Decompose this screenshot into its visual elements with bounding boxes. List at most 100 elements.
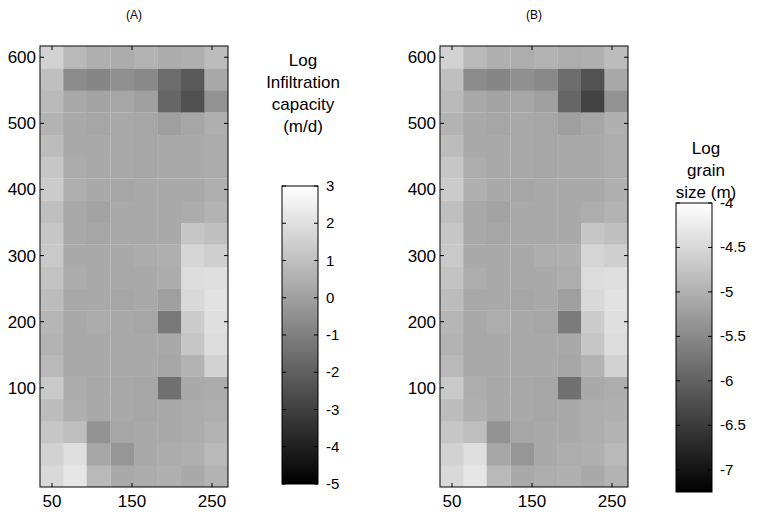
panel: (B)50150250100200300400500600Loggrainsiz… — [408, 8, 746, 511]
colorbar-tick — [708, 469, 712, 470]
cell — [604, 333, 628, 356]
cell — [604, 420, 628, 443]
cell — [440, 245, 464, 268]
cell — [511, 222, 535, 245]
cell — [558, 354, 582, 377]
colorbar-tick — [708, 336, 712, 337]
cell — [158, 465, 182, 487]
colorbar-tick — [282, 260, 286, 261]
cell — [204, 266, 228, 289]
cell — [87, 420, 111, 443]
cell — [581, 46, 605, 69]
cell — [204, 377, 228, 400]
cell — [558, 465, 582, 487]
colorbar-tick — [314, 409, 318, 410]
cell — [487, 112, 511, 135]
cell — [463, 178, 487, 201]
cell — [604, 399, 628, 422]
cell — [87, 222, 111, 245]
cell — [440, 134, 464, 157]
cell — [440, 399, 464, 422]
cell — [511, 46, 535, 69]
cell — [463, 200, 487, 223]
cell — [111, 245, 135, 268]
cell — [463, 112, 487, 135]
cell — [204, 465, 228, 487]
cell — [558, 311, 582, 334]
cell — [134, 46, 158, 69]
cell — [63, 46, 87, 69]
cell — [558, 399, 582, 422]
cell — [463, 222, 487, 245]
cell — [40, 333, 64, 356]
cell — [534, 377, 558, 400]
cell — [558, 68, 582, 91]
cell — [604, 311, 628, 334]
panel-title: (A) — [126, 8, 142, 22]
cell — [463, 288, 487, 311]
cell — [604, 245, 628, 268]
x-tick — [212, 46, 213, 50]
cell — [40, 443, 64, 466]
cell — [511, 156, 535, 179]
cell — [581, 90, 605, 113]
y-tick — [624, 123, 628, 124]
cell — [487, 156, 511, 179]
cell — [487, 68, 511, 91]
cell — [511, 311, 535, 334]
cell — [87, 354, 111, 377]
cell — [487, 354, 511, 377]
cell — [440, 465, 464, 487]
colorbar-tick — [676, 336, 680, 337]
colorbar-tick — [708, 291, 712, 292]
cell — [463, 311, 487, 334]
cell — [40, 90, 64, 113]
cell — [440, 288, 464, 311]
cell — [158, 156, 182, 179]
cell — [487, 465, 511, 487]
y-tick — [40, 189, 44, 190]
cell — [463, 465, 487, 487]
y-tick — [40, 255, 44, 256]
cell — [511, 288, 535, 311]
cell — [581, 156, 605, 179]
cell — [40, 377, 64, 400]
cell — [534, 112, 558, 135]
cell — [604, 222, 628, 245]
cell — [111, 377, 135, 400]
cell — [534, 465, 558, 487]
x-tick — [532, 46, 533, 50]
cell — [204, 200, 228, 223]
cell — [440, 156, 464, 179]
cell — [181, 399, 205, 422]
cell — [181, 156, 205, 179]
colorbar-tick — [282, 484, 286, 485]
y-tick — [624, 321, 628, 322]
cell — [463, 377, 487, 400]
y-tick — [624, 57, 628, 58]
cell — [204, 68, 228, 91]
cell — [134, 68, 158, 91]
cell — [204, 156, 228, 179]
cell — [581, 333, 605, 356]
cell — [604, 156, 628, 179]
cell — [181, 112, 205, 135]
colorbar-tick-label: -7 — [720, 461, 733, 478]
cell — [581, 399, 605, 422]
cell — [40, 399, 64, 422]
cell — [63, 222, 87, 245]
cell — [111, 266, 135, 289]
cell — [87, 311, 111, 334]
cell — [487, 399, 511, 422]
cell — [181, 420, 205, 443]
colorbar-tick-label: -6 — [720, 372, 733, 389]
cell — [63, 354, 87, 377]
x-tick — [612, 46, 613, 50]
cell — [134, 90, 158, 113]
y-tick-label: 600 — [8, 48, 36, 67]
cell — [63, 68, 87, 91]
x-tick — [452, 483, 453, 487]
cell — [581, 266, 605, 289]
cell — [581, 443, 605, 466]
y-tick — [624, 255, 628, 256]
